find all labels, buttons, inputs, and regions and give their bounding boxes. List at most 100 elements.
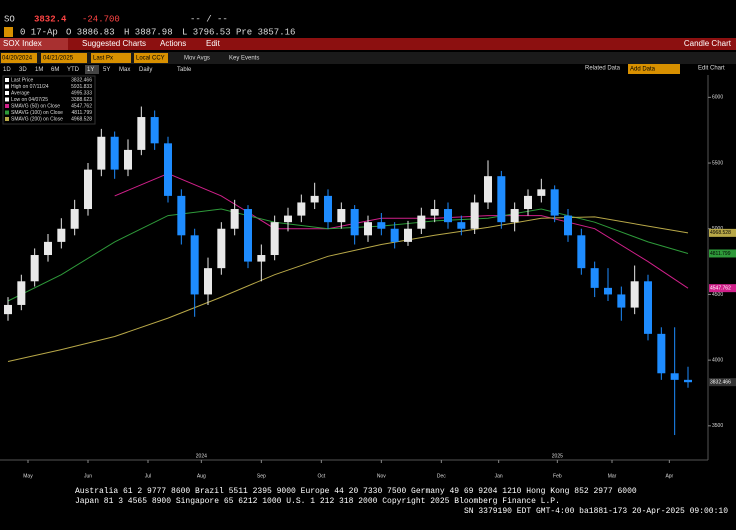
candle-body xyxy=(657,333,666,374)
tool[interactable]: Related Data xyxy=(585,66,621,72)
quote-pre: Pre 3857.16 xyxy=(236,27,295,37)
candle-body xyxy=(324,195,332,223)
field[interactable]: Last Px xyxy=(93,56,113,62)
x-tick-label: May xyxy=(23,473,33,479)
candle-body xyxy=(217,228,226,269)
candle-body xyxy=(337,209,346,223)
add-data-box[interactable] xyxy=(628,64,680,74)
start-date[interactable]: 04/20/2024 xyxy=(2,56,33,62)
value-tag xyxy=(709,228,736,237)
period-button[interactable]: 1Y xyxy=(87,67,94,73)
y-tick-label: 3500 xyxy=(712,423,723,429)
candle-body xyxy=(537,189,546,196)
y-tick-label: 5500 xyxy=(712,160,723,166)
menu-item[interactable]: Edit xyxy=(206,39,221,48)
candle-body xyxy=(470,202,479,229)
period-button[interactable]: Daily xyxy=(139,67,152,73)
tool[interactable]: Edit Chart xyxy=(698,66,725,72)
quote-open: O 3886.83 xyxy=(66,27,115,37)
x-tick-label: Nov xyxy=(377,473,386,479)
legend-value: 3388.623 xyxy=(71,97,92,103)
value-tag-label: 4811.799 xyxy=(710,251,731,257)
candle-body xyxy=(110,136,119,170)
legend-label: SMAVG (200) on Close xyxy=(11,116,63,122)
candle-body xyxy=(270,222,279,256)
badge xyxy=(4,27,13,37)
menu-item[interactable]: Actions xyxy=(160,39,186,48)
candle-body xyxy=(457,222,466,229)
toggle[interactable]: Key Events xyxy=(229,56,259,62)
change: -24.700 xyxy=(82,14,120,24)
date-field[interactable] xyxy=(41,53,87,63)
candle-body xyxy=(4,304,12,315)
quote-low: L 3796.53 xyxy=(182,27,231,37)
value-tag xyxy=(709,284,736,293)
period-button[interactable]: YTD xyxy=(67,67,80,73)
candle-body xyxy=(510,209,519,223)
y-tick-label: 4500 xyxy=(712,292,723,298)
ticker: SO xyxy=(4,14,15,24)
toolbar xyxy=(0,52,736,64)
legend-swatch xyxy=(5,117,9,121)
last-price: 3832.4 xyxy=(34,14,67,24)
candle-body xyxy=(124,149,132,170)
candle-body xyxy=(230,209,239,229)
candle-body xyxy=(17,281,26,305)
quote-high: H 3887.98 xyxy=(124,27,173,37)
legend-value: 3832.466 xyxy=(71,77,92,83)
candle-body xyxy=(137,117,146,150)
period-button[interactable]: Table xyxy=(177,67,192,73)
legend-value: 4968.528 xyxy=(71,116,92,122)
bid-ask: -- / -- xyxy=(190,14,228,24)
candle-body xyxy=(430,209,439,216)
candle-body xyxy=(204,268,212,295)
candle-body xyxy=(644,281,652,334)
security[interactable]: SOX Index xyxy=(3,39,42,48)
legend-value: 5931.833 xyxy=(71,84,92,90)
legend-label: SMAVG (100) on Close xyxy=(11,110,63,116)
currency[interactable]: Local CCY xyxy=(136,56,165,62)
currency-box[interactable] xyxy=(134,53,168,63)
security-box[interactable] xyxy=(0,38,68,50)
toggle[interactable]: Mov Avgs xyxy=(184,56,210,62)
period-button[interactable]: 3D xyxy=(19,67,27,73)
period-button[interactable]: 1M xyxy=(35,67,43,73)
x-tick-label: Dec xyxy=(437,473,446,479)
tool[interactable]: Add Data xyxy=(630,67,656,73)
legend-swatch xyxy=(5,78,9,82)
candle-body xyxy=(630,281,639,308)
footer-line: Japan 81 3 4565 8900 Singapore 65 6212 1… xyxy=(75,497,560,506)
candle-body xyxy=(297,202,306,216)
candle-body xyxy=(57,228,66,242)
candle-body xyxy=(417,215,426,229)
legend-label: SMAVG (50) on Close xyxy=(11,103,60,109)
period-button[interactable]: 6M xyxy=(51,67,59,73)
candle-body xyxy=(190,235,199,295)
candle-body xyxy=(684,379,692,383)
x-tick-label: Jun xyxy=(84,473,92,479)
end-date[interactable]: 04/21/2025 xyxy=(43,56,74,62)
date-field[interactable] xyxy=(1,53,37,63)
x-tick-label: Apr xyxy=(665,473,673,479)
period-button[interactable]: 1D xyxy=(3,67,11,73)
legend-value: 4547.762 xyxy=(71,103,92,109)
menu-item[interactable]: Suggested Charts xyxy=(82,39,146,48)
menu-bar xyxy=(0,38,736,50)
period-button[interactable]: 5Y xyxy=(103,67,110,73)
period-button[interactable]: Max xyxy=(119,67,130,73)
candle-body xyxy=(164,143,172,196)
legend-swatch xyxy=(5,91,9,95)
y-tick-label: 4000 xyxy=(712,357,723,363)
legend-value: 4811.799 xyxy=(72,110,93,116)
value-tag xyxy=(709,378,736,387)
x-tick-label: Aug xyxy=(197,473,206,479)
candle-body xyxy=(617,294,626,308)
candle-body xyxy=(590,268,599,288)
candle-body xyxy=(550,189,559,216)
candle-body xyxy=(70,209,79,229)
period-selected[interactable] xyxy=(85,65,99,74)
legend-label: Low on 04/07/25 xyxy=(11,97,48,103)
field-box[interactable] xyxy=(91,53,131,63)
